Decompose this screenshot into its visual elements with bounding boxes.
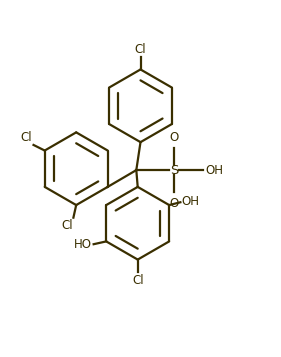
Text: O: O — [169, 197, 179, 210]
Text: Cl: Cl — [61, 219, 73, 232]
Text: Cl: Cl — [21, 131, 32, 144]
Text: OH: OH — [182, 195, 200, 208]
Text: Cl: Cl — [135, 43, 146, 56]
Text: O: O — [169, 131, 179, 144]
Text: OH: OH — [205, 164, 223, 177]
Text: HO: HO — [74, 238, 92, 251]
Text: S: S — [170, 164, 178, 177]
Text: Cl: Cl — [132, 273, 144, 287]
